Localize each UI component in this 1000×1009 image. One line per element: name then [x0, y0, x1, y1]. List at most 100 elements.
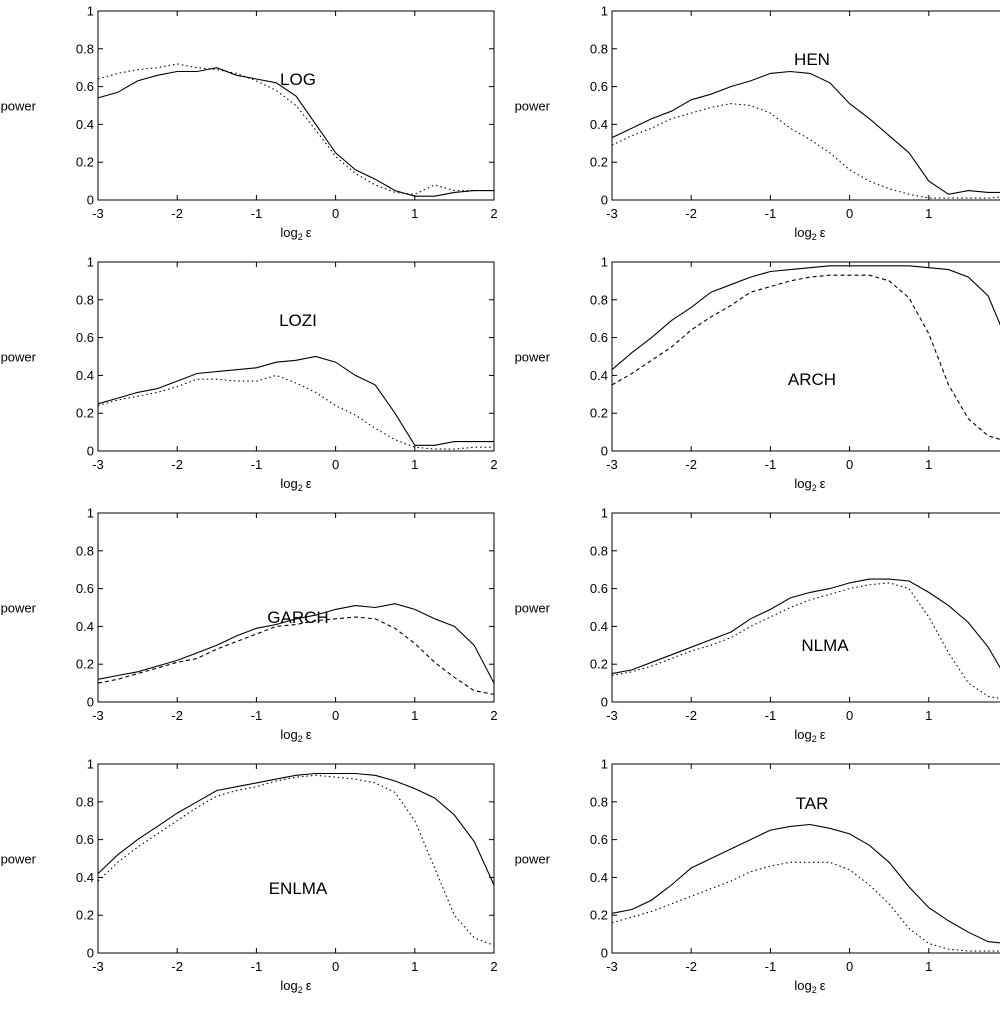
y-tick-label: 0.8	[76, 543, 94, 558]
series-line-1-solid	[97, 355, 494, 446]
panel-title: HEN	[794, 50, 830, 69]
y-tick-label: 0.8	[590, 794, 608, 809]
y-tick-label: 0.4	[590, 368, 608, 383]
y-axis-label: power	[1, 99, 37, 114]
x-tick-label: -1	[251, 708, 263, 723]
panel-title: NLMA	[801, 636, 849, 655]
x-tick-label: -1	[765, 206, 777, 221]
x-tick-label: 1	[411, 708, 418, 723]
y-tick-label: 0.2	[76, 657, 94, 672]
x-tick-label: 0	[332, 457, 339, 472]
x-axis-label-subscript: 2	[812, 985, 817, 995]
x-axis-label-symbol: ε	[820, 476, 826, 491]
x-tick-label: -1	[251, 206, 263, 221]
x-tick-label: -3	[606, 457, 618, 472]
x-axis-label-base: log	[794, 476, 811, 491]
y-tick-label: 1	[87, 506, 94, 521]
x-tick-label: 1	[925, 206, 932, 221]
x-axis-label-base: log	[280, 978, 297, 993]
x-tick-label: -1	[251, 457, 263, 472]
panel-title: LOG	[280, 70, 316, 89]
y-tick-label: 0.6	[590, 330, 608, 345]
x-tick-label: 2	[490, 457, 497, 472]
x-tick-label: -3	[92, 206, 104, 221]
y-tick-label: 0.6	[590, 581, 608, 596]
plot-frame	[611, 512, 1000, 703]
panel-title: GARCH	[267, 608, 328, 627]
series-line-2-dotted	[611, 861, 1000, 952]
y-tick-label: 1	[87, 4, 94, 19]
y-tick-label: 0	[87, 946, 94, 961]
x-tick-label: -2	[171, 708, 183, 723]
y-tick-label: 0.8	[590, 543, 608, 558]
y-tick-label: 0.4	[76, 870, 94, 885]
plot-frame	[97, 512, 495, 703]
x-tick-label: 1	[411, 457, 418, 472]
x-tick-label: -2	[685, 959, 697, 974]
x-tick-label: 0	[332, 959, 339, 974]
x-axis-label: log2 ε	[794, 476, 825, 493]
x-tick-label: 1	[925, 457, 932, 472]
x-tick-label: -3	[92, 959, 104, 974]
y-axis-label: power	[1, 852, 37, 867]
x-axis-label-subscript: 2	[812, 483, 817, 493]
x-axis-label-base: log	[280, 225, 297, 240]
y-tick-label: 0	[601, 695, 608, 710]
y-tick-label: 0.6	[76, 79, 94, 94]
y-axis-label: power	[515, 350, 551, 365]
x-axis-label: log2 ε	[280, 978, 311, 995]
x-tick-label: 2	[490, 959, 497, 974]
x-tick-label: -3	[606, 708, 618, 723]
y-tick-label: 0.6	[76, 581, 94, 596]
y-tick-label: 0	[87, 695, 94, 710]
x-tick-label: -2	[171, 206, 183, 221]
series-line-2-dotted	[97, 774, 495, 946]
x-axis-label-symbol: ε	[306, 476, 312, 491]
x-tick-label: -2	[171, 457, 183, 472]
panel-title: ENLMA	[269, 879, 328, 898]
y-tick-label: 0.4	[76, 368, 94, 383]
x-axis-label: log2 ε	[280, 225, 311, 242]
y-tick-label: 0.2	[590, 657, 608, 672]
series-line-1-solid	[97, 772, 495, 886]
x-tick-label: 1	[925, 708, 932, 723]
y-tick-label: 0.6	[590, 832, 608, 847]
y-tick-label: 0	[601, 946, 608, 961]
x-axis-label-subscript: 2	[298, 232, 303, 242]
x-tick-label: -2	[685, 708, 697, 723]
y-tick-label: 1	[87, 757, 94, 772]
series-line-2-dashed	[97, 616, 495, 695]
x-axis-label-symbol: ε	[306, 225, 312, 240]
series-line-1-solid	[611, 823, 1000, 944]
y-tick-label: 0.4	[590, 117, 608, 132]
x-axis-label-symbol: ε	[820, 727, 826, 742]
x-axis-label-base: log	[794, 978, 811, 993]
y-axis-label: power	[1, 601, 37, 616]
x-tick-label: 2	[490, 206, 497, 221]
y-axis-label: power	[515, 99, 551, 114]
panel-title: TAR	[796, 794, 829, 813]
x-tick-label: 2	[490, 708, 497, 723]
x-tick-label: 1	[411, 206, 418, 221]
series-line-2-dashed	[611, 274, 1000, 440]
plot-frame	[97, 763, 495, 954]
y-tick-label: 0.8	[590, 41, 608, 56]
x-tick-label: 0	[846, 206, 853, 221]
x-axis-label: log2 ε	[794, 727, 825, 744]
x-axis-label: log2 ε	[794, 978, 825, 995]
x-axis-label-symbol: ε	[306, 727, 312, 742]
y-tick-label: 1	[601, 757, 608, 772]
x-tick-label: 0	[332, 708, 339, 723]
y-tick-label: 0.4	[76, 117, 94, 132]
series-line-1-solid	[97, 67, 494, 197]
x-axis-label-subscript: 2	[298, 483, 303, 493]
y-tick-label: 0	[87, 193, 94, 208]
y-tick-label: 0	[601, 444, 608, 459]
y-axis-label: power	[515, 601, 551, 616]
y-tick-label: 0.8	[76, 292, 94, 307]
